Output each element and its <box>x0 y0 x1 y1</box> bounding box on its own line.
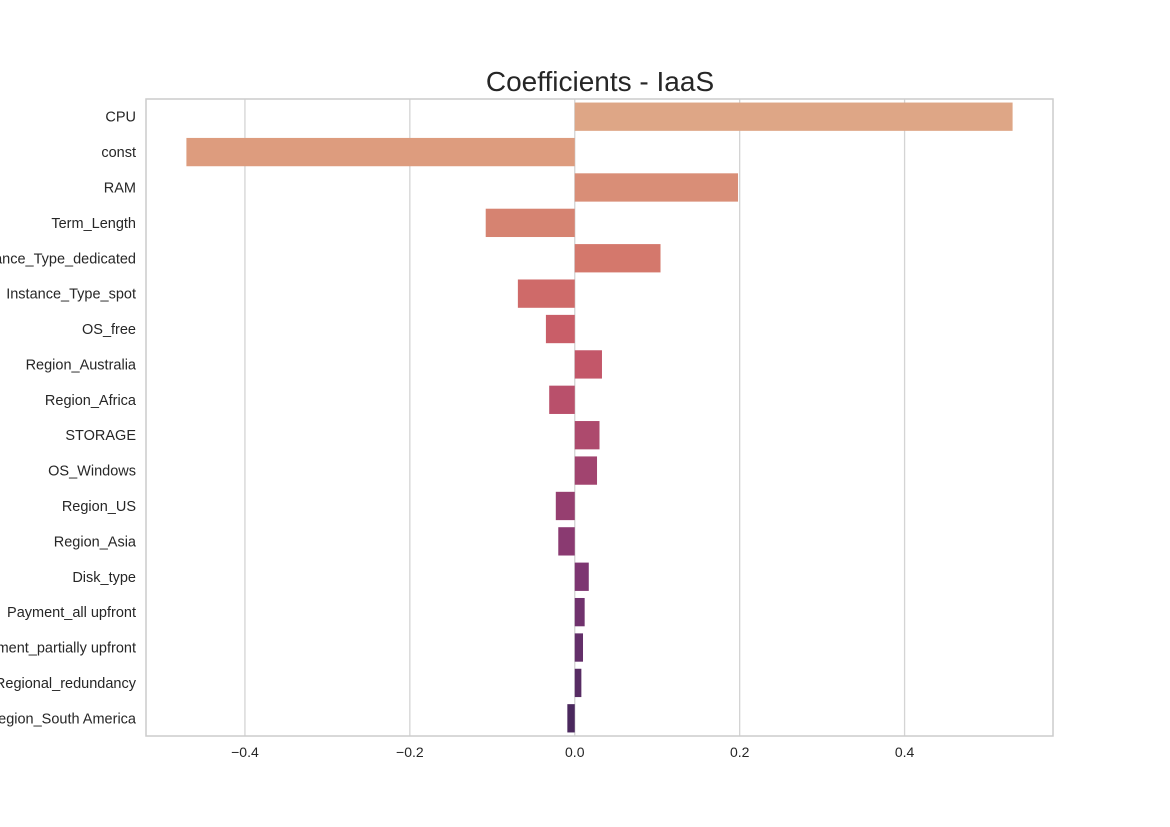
bar <box>574 102 1013 131</box>
chart-title: Coefficients - IaaS <box>486 66 714 97</box>
x-tick-label: 0.4 <box>895 744 915 760</box>
plot-frame <box>145 98 1054 737</box>
bar <box>549 385 575 414</box>
x-tick-label: −0.2 <box>396 744 424 760</box>
bar <box>485 208 575 238</box>
vertical-gridlines <box>244 99 906 736</box>
bar <box>574 421 600 450</box>
y-tick-label: Region_Asia <box>54 534 137 550</box>
y-tick-labels: CPU const RAM Term_Length Instance_Type_dedi… <box>0 110 137 728</box>
y-tick-label: CPU <box>105 110 136 126</box>
y-tick-label: RAM <box>104 180 136 196</box>
bar <box>555 491 575 521</box>
y-tick-label: Instance_Type_dedicated <box>0 251 136 267</box>
x-tick-label: 0.2 <box>730 744 750 760</box>
y-tick-label: Region_Africa <box>45 393 137 409</box>
bar <box>574 350 602 379</box>
y-tick-label: Region_South America <box>0 711 137 727</box>
bar <box>186 137 575 167</box>
y-tick-label: Regional_redundancy <box>0 676 137 692</box>
bar <box>574 597 585 627</box>
bar-series <box>186 102 1013 733</box>
x-tick-labels: −0.4 −0.2 0.0 0.2 0.4 <box>231 744 914 760</box>
bar <box>574 456 598 485</box>
y-tick-label: STORAGE <box>65 428 136 444</box>
bar <box>567 704 575 733</box>
y-tick-label: Payment_partially upfront <box>0 641 136 657</box>
bar <box>574 244 661 273</box>
bar <box>517 279 575 308</box>
y-tick-label: const <box>101 145 136 161</box>
y-tick-label: Region_Australia <box>26 357 137 373</box>
bar <box>574 562 589 591</box>
y-tick-label: OS_Windows <box>48 464 136 480</box>
x-tick-label: 0.0 <box>565 744 585 760</box>
bar <box>574 173 739 202</box>
bar <box>558 527 575 556</box>
y-tick-label: Disk_type <box>72 570 136 586</box>
y-tick-label: OS_free <box>82 322 136 338</box>
y-tick-label: Region_US <box>62 499 136 515</box>
y-tick-label: Instance_Type_spot <box>6 287 136 303</box>
bar <box>545 314 575 344</box>
bar <box>574 668 582 698</box>
bar <box>574 633 584 662</box>
y-tick-label: Payment_all upfront <box>7 605 136 621</box>
y-tick-label: Term_Length <box>51 216 136 232</box>
x-tick-label: −0.4 <box>231 744 259 760</box>
